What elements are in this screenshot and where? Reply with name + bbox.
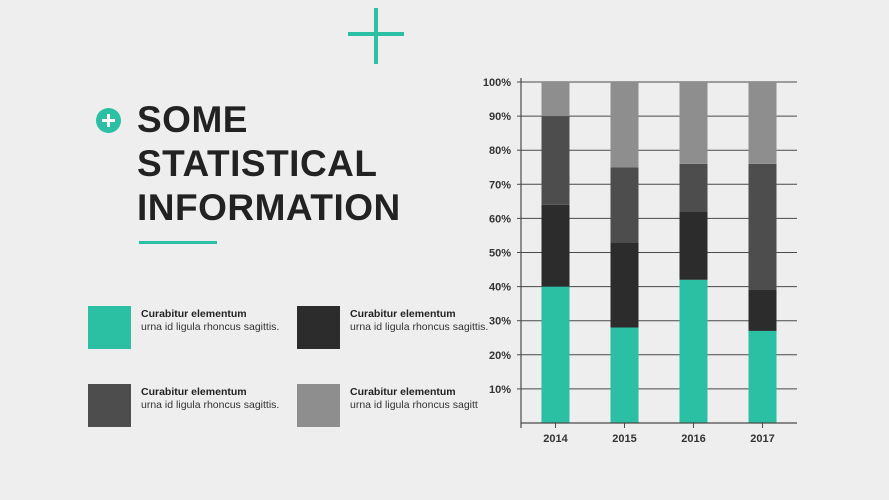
y-tick-label: 40% — [489, 282, 511, 294]
bar-segment — [748, 163, 777, 291]
legend-title: Curabitur elementum — [141, 308, 247, 320]
bar-segment — [679, 163, 708, 212]
legend-swatch — [297, 306, 340, 349]
bar-segment — [679, 211, 708, 280]
page-title: SOME STATISTICAL INFORMATION — [137, 98, 437, 230]
title-line-1: SOME — [137, 99, 248, 140]
x-tick-label: 2014 — [543, 433, 568, 445]
bar-segment — [679, 82, 708, 164]
title-line-3: INFORMATION — [137, 187, 401, 228]
legend-description: urna id ligula rhoncus sagittis. — [141, 399, 280, 411]
bar-segment — [748, 290, 777, 331]
legend-swatch — [88, 384, 131, 427]
legend-title: Curabitur elementum — [141, 386, 247, 398]
bar-segment — [679, 279, 708, 423]
x-tick-label: 2015 — [612, 433, 636, 445]
title-underline — [139, 241, 217, 244]
legend-swatch — [297, 384, 340, 427]
legend-item-4: Curabitur elementum urna id ligula rhonc… — [297, 384, 497, 430]
bar-segment — [610, 242, 639, 328]
legend-description: urna id ligula rhoncus sagittis. — [350, 321, 489, 333]
legend-item-3: Curabitur elementum urna id ligula rhonc… — [88, 384, 288, 430]
bar-segment — [610, 327, 639, 423]
bar-segment — [610, 167, 639, 243]
plus-decoration-icon — [348, 8, 404, 64]
y-tick-label: 100% — [483, 77, 511, 89]
bar-segment — [541, 204, 570, 287]
y-tick-label: 60% — [489, 213, 511, 225]
legend-description: urna id ligula rhoncus sagitt — [350, 399, 478, 411]
bar-segment — [541, 116, 570, 205]
y-tick-label: 70% — [489, 179, 511, 191]
bar-segment — [610, 82, 639, 168]
bar-segment — [541, 286, 570, 423]
legend-title: Curabitur elementum — [350, 308, 456, 320]
legend-item-2: Curabitur elementum urna id ligula rhonc… — [297, 306, 497, 352]
legend-title: Curabitur elementum — [350, 386, 456, 398]
plus-circle-icon — [96, 108, 121, 133]
bar-segment — [541, 82, 570, 117]
y-tick-label: 50% — [489, 248, 511, 260]
y-tick-label: 90% — [489, 111, 511, 123]
y-tick-label: 10% — [489, 384, 511, 396]
y-tick-label: 20% — [489, 350, 511, 362]
x-tick-label: 2016 — [681, 433, 705, 445]
bar-segment — [748, 330, 777, 423]
bar-segment — [748, 82, 777, 164]
legend-swatch — [88, 306, 131, 349]
y-tick-label: 80% — [489, 145, 511, 157]
x-tick-label: 2017 — [750, 433, 774, 445]
legend-item-1: Curabitur elementum urna id ligula rhonc… — [88, 306, 288, 352]
legend-description: urna id ligula rhoncus sagittis. — [141, 321, 280, 333]
title-line-2: STATISTICAL — [137, 143, 378, 184]
y-tick-label: 30% — [489, 316, 511, 328]
